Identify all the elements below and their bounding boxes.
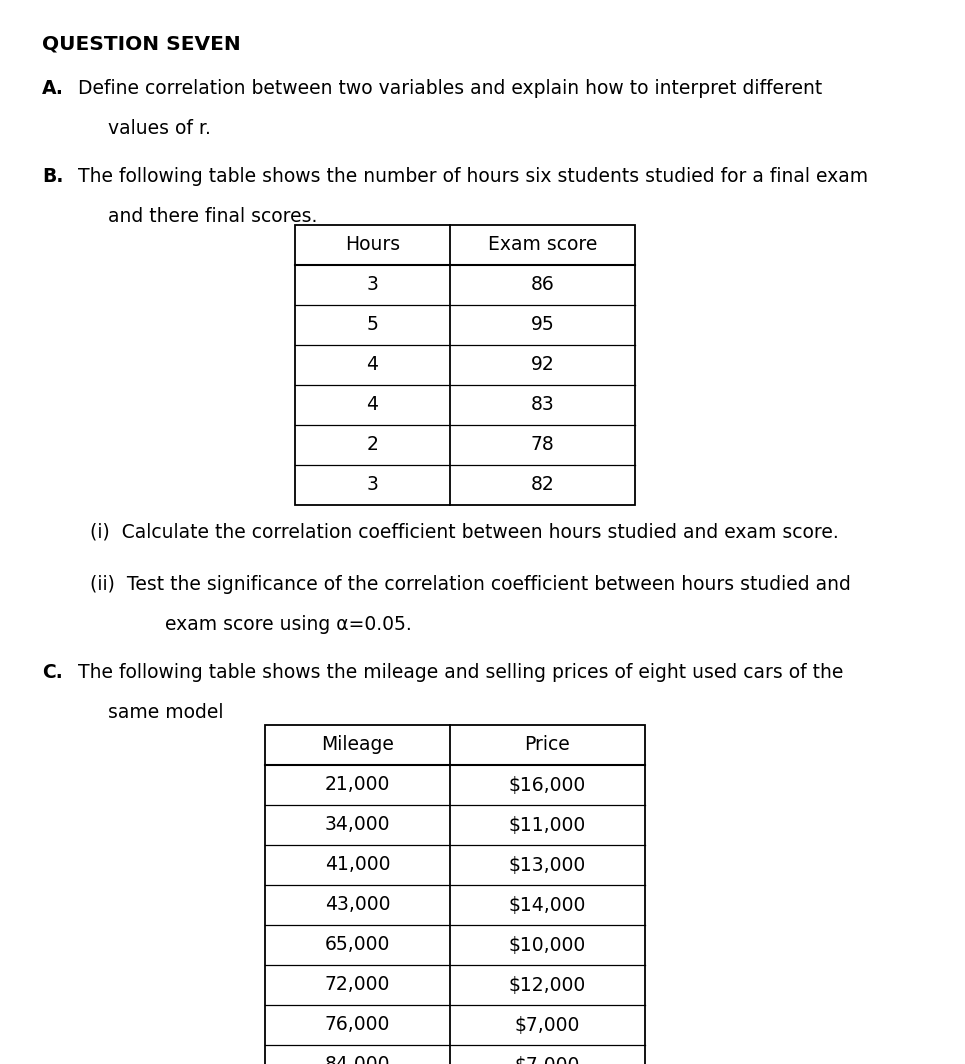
Text: 65,000: 65,000 [325, 935, 390, 954]
Text: 78: 78 [531, 435, 554, 454]
Text: The following table shows the mileage and selling prices of eight used cars of t: The following table shows the mileage an… [78, 663, 843, 682]
Text: Mileage: Mileage [321, 735, 394, 754]
Text: 72,000: 72,000 [325, 976, 390, 995]
Text: A.: A. [42, 79, 64, 98]
Text: exam score using α=0.05.: exam score using α=0.05. [165, 615, 412, 634]
Text: 84,000: 84,000 [325, 1055, 390, 1064]
Text: 21,000: 21,000 [325, 776, 390, 795]
Text: 76,000: 76,000 [325, 1015, 390, 1034]
Text: $12,000: $12,000 [509, 976, 586, 995]
Text: (i)  Calculate the correlation coefficient between hours studied and exam score.: (i) Calculate the correlation coefficien… [90, 523, 839, 542]
Text: $7,000: $7,000 [514, 1055, 580, 1064]
Text: 41,000: 41,000 [325, 855, 390, 875]
Bar [265, 725, 645, 1064]
Text: QUESTION SEVEN: QUESTION SEVEN [42, 34, 240, 53]
Text: 3: 3 [367, 476, 378, 495]
Text: The following table shows the number of hours six students studied for a final e: The following table shows the number of … [78, 167, 868, 186]
Text: 4: 4 [367, 396, 378, 415]
Text: and there final scores.: and there final scores. [108, 207, 317, 226]
Text: 2: 2 [367, 435, 378, 454]
Text: 43,000: 43,000 [325, 896, 390, 914]
Text: $11,000: $11,000 [509, 815, 586, 834]
Text: Exam score: Exam score [488, 235, 597, 254]
Text: (ii)  Test the significance of the correlation coefficient between hours studied: (ii) Test the significance of the correl… [90, 575, 851, 594]
Text: 83: 83 [531, 396, 554, 415]
Text: $7,000: $7,000 [514, 1015, 580, 1034]
Text: 82: 82 [531, 476, 554, 495]
Text: Define correlation between two variables and explain how to interpret different: Define correlation between two variables… [78, 79, 822, 98]
Text: B.: B. [42, 167, 64, 186]
Text: 4: 4 [367, 355, 378, 375]
Text: 5: 5 [367, 316, 378, 334]
Text: same model: same model [108, 703, 224, 722]
Text: C.: C. [42, 663, 63, 682]
Text: Hours: Hours [345, 235, 400, 254]
Text: $14,000: $14,000 [509, 896, 586, 914]
Text: 3: 3 [367, 276, 378, 295]
Text: 92: 92 [531, 355, 554, 375]
Text: 34,000: 34,000 [325, 815, 390, 834]
Text: $13,000: $13,000 [509, 855, 586, 875]
Text: $16,000: $16,000 [509, 776, 586, 795]
Bar [295, 225, 635, 505]
Text: $10,000: $10,000 [509, 935, 586, 954]
Text: 86: 86 [531, 276, 554, 295]
Text: 95: 95 [531, 316, 554, 334]
Text: Price: Price [525, 735, 570, 754]
Text: values of r.: values of r. [108, 119, 211, 138]
